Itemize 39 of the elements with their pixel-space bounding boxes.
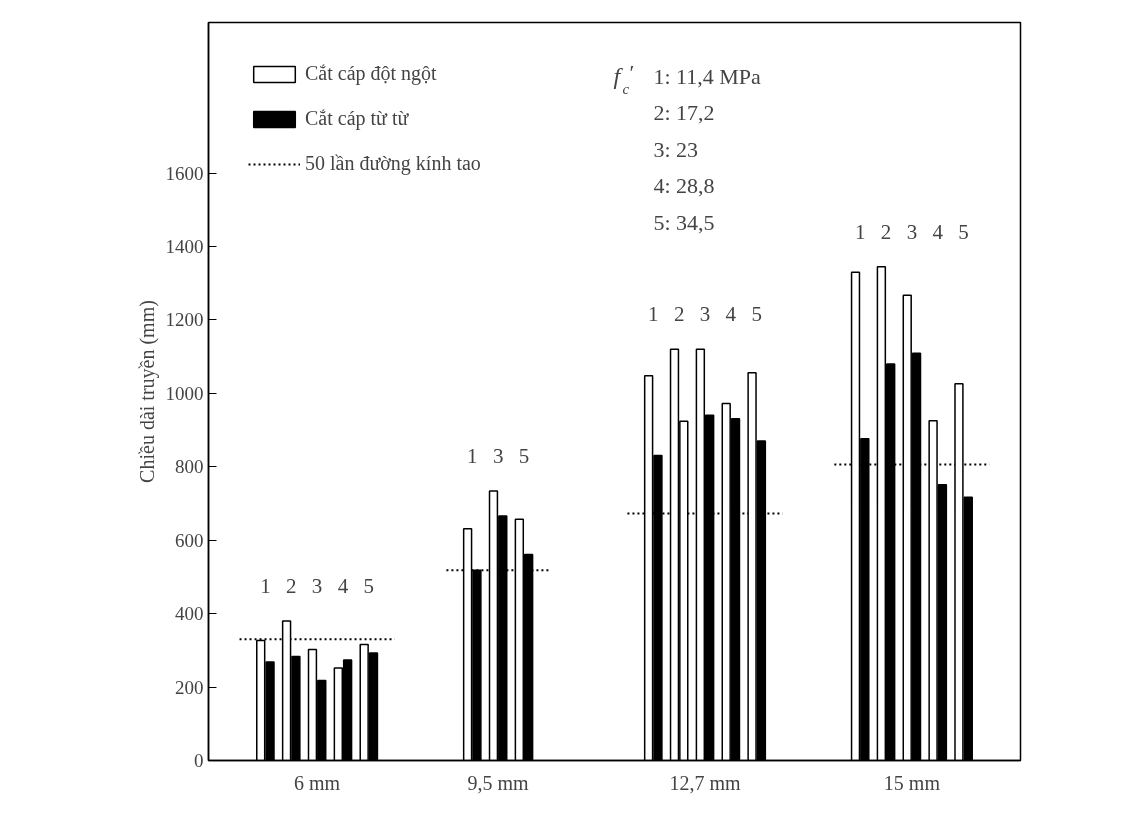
x-tick-label: 5 [751, 302, 762, 327]
x-tick-label: 2 [673, 302, 685, 327]
x-tick-label: 5 [363, 573, 375, 598]
text: 9,5 mm [467, 771, 530, 794]
x-tick-label: 1 [854, 219, 866, 244]
text: 6 mm [294, 771, 341, 794]
x-tick-label: 4 [725, 302, 737, 327]
x-tick-label: 3 [699, 302, 711, 327]
annotation: 4: 28,8 [653, 173, 715, 198]
legend-label: Cắt cáp đột ngột [305, 62, 437, 85]
x-tick-label: 4 [337, 573, 349, 598]
y-axis-title: Chiều dài truyền (mm) [135, 300, 159, 483]
legend-label: 50 lần đường kính tao [305, 152, 481, 175]
x-tick-label: 3 [492, 444, 504, 468]
y-tick-label: 1200 [165, 309, 204, 331]
y-tick-label: 1000 [165, 382, 204, 404]
x-tick-label: 1 [260, 573, 271, 598]
legend-label: Cắt cáp từ từ [305, 107, 409, 130]
x-tick-label: 2 [880, 219, 892, 244]
y-tick-label: 200 [175, 676, 204, 698]
y-tick-label: 600 [175, 529, 204, 551]
x-tick-label: 2 [286, 573, 297, 598]
annotation: 2: 17,2 [653, 100, 715, 125]
x-tick-label: 5 [958, 219, 969, 244]
annotation: 5: 34,5 [653, 209, 715, 235]
x-tick-label: 1 [648, 302, 659, 327]
x-tick-label: 3 [311, 573, 323, 598]
y-tick-label: 0 [194, 750, 204, 771]
x-tick-label: 3 [906, 219, 918, 244]
x-tick-label: 4 [932, 219, 944, 244]
text: 15 mm [883, 771, 941, 794]
y-tick-label: 1400 [165, 235, 204, 257]
y-tick-label: 800 [175, 456, 204, 478]
y-tick-label: 400 [175, 603, 204, 625]
x-tick-label: 1 [467, 444, 478, 468]
x-tick-label: 5 [518, 444, 530, 468]
annotation: 3: 23 [653, 136, 699, 162]
y-tick-label: 1600 [165, 162, 204, 184]
text: 12,7 mm [669, 771, 742, 794]
